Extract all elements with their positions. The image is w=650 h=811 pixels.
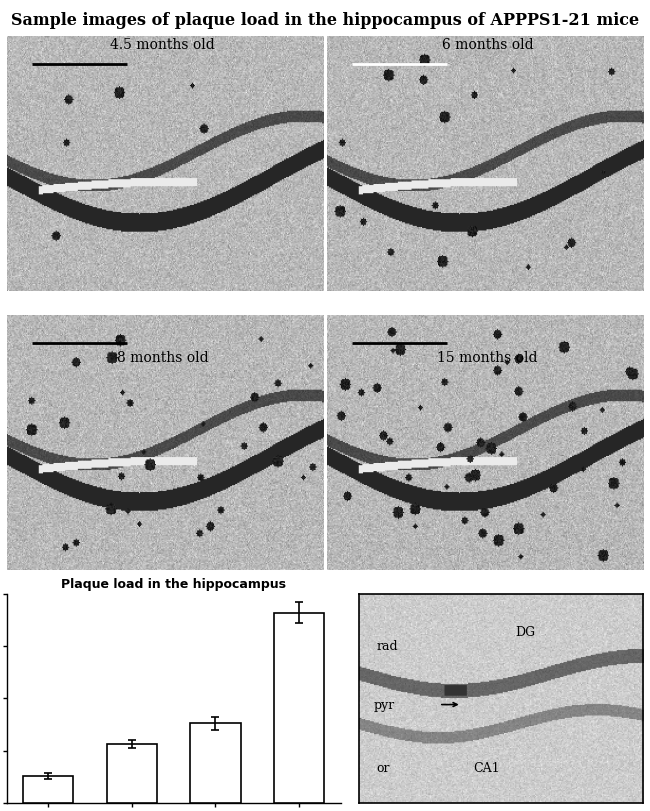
Text: 8 months old: 8 months old — [117, 350, 208, 364]
Text: rad: rad — [376, 640, 398, 653]
Text: 6 months old: 6 months old — [442, 38, 533, 52]
Text: CA1: CA1 — [473, 761, 500, 774]
Bar — [274, 613, 324, 803]
Title: Plaque load in the hippocampus: Plaque load in the hippocampus — [61, 577, 286, 590]
Bar — [107, 744, 157, 803]
Text: DG: DG — [515, 625, 536, 638]
Bar — [23, 776, 73, 803]
Text: or: or — [376, 761, 390, 774]
Text: 15 months old: 15 months old — [437, 350, 538, 364]
Text: pyr: pyr — [374, 698, 395, 711]
Text: 4.5 months old: 4.5 months old — [110, 38, 215, 52]
Text: Sample images of plaque load in the hippocampus of APPPS1-21 mice: Sample images of plaque load in the hipp… — [11, 12, 639, 29]
Bar — [190, 723, 240, 803]
